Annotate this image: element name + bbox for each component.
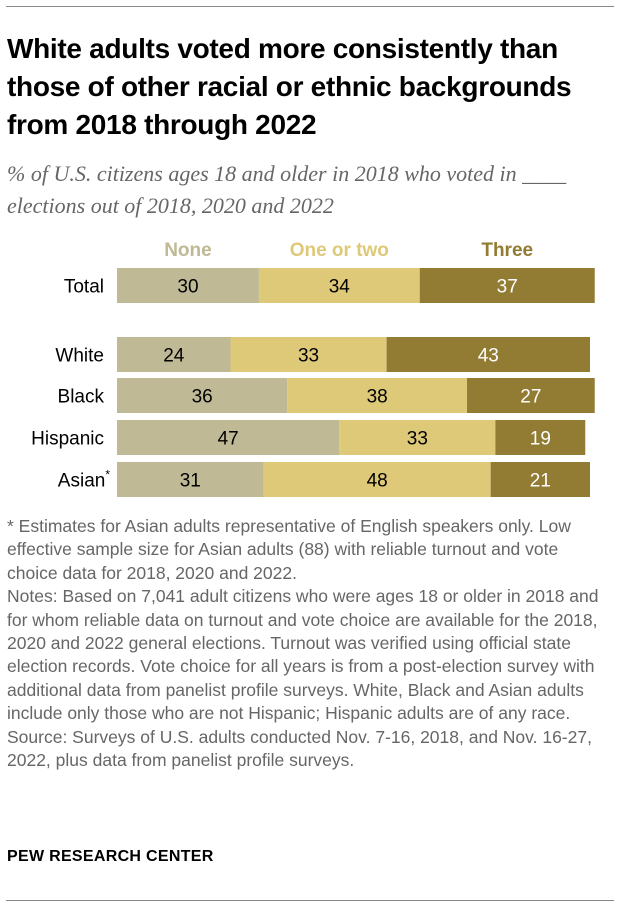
bar-segment	[419, 268, 595, 303]
bar-segment	[230, 337, 387, 372]
data-label: 48	[367, 471, 388, 492]
chart-title: White adults voted more consistently tha…	[7, 33, 572, 140]
bar-segment	[117, 337, 231, 372]
data-label: 47	[218, 429, 239, 450]
pew-logo-text: PEW RESEARCH CENTER	[7, 848, 214, 865]
data-label: 36	[192, 387, 213, 408]
legend-none: None	[164, 240, 212, 261]
data-label: 27	[520, 387, 541, 408]
bar-segment	[386, 337, 590, 372]
bar-segment	[263, 462, 491, 497]
chart-subtitle: % of U.S. citizens ages 18 and older in …	[7, 161, 567, 218]
bar-segment	[258, 268, 420, 303]
footnote-asian: * Estimates for Asian adults representat…	[7, 516, 571, 583]
category-label: White	[55, 346, 104, 367]
bar-segment	[117, 420, 340, 455]
bar-segment	[495, 420, 586, 455]
bar-segment	[117, 378, 288, 413]
data-label: 33	[407, 429, 428, 450]
bar-segment	[287, 378, 468, 413]
bar-segment	[467, 378, 595, 413]
top-rule	[6, 6, 614, 7]
stacked-bar-chart: None One or two Three Total 30 34 37 White 24 33 4…	[31, 240, 595, 497]
data-label: 38	[367, 387, 388, 408]
data-label: 43	[478, 346, 499, 367]
bar-segment	[490, 462, 590, 497]
category-label: Hispanic	[31, 429, 104, 450]
data-label: 24	[163, 346, 185, 367]
data-label: 19	[530, 429, 551, 450]
data-label: 30	[177, 277, 198, 298]
data-label: 21	[530, 471, 551, 492]
bar-segment	[339, 420, 496, 455]
data-label: 34	[329, 277, 351, 298]
bar-segment	[117, 268, 259, 303]
bottom-rule	[6, 900, 614, 901]
data-label: 31	[180, 471, 201, 492]
data-label: 33	[298, 346, 319, 367]
notes: * Estimates for Asian adults representat…	[7, 515, 607, 772]
category-label: Asian*	[58, 468, 111, 492]
category-label: Black	[58, 387, 105, 408]
category-label: Total	[64, 277, 104, 298]
methodology-note: Notes: Based on 7,041 adult citizens who…	[7, 586, 599, 724]
bar-segment	[117, 462, 264, 497]
data-label: 37	[497, 277, 518, 298]
legend-three: Three	[481, 240, 533, 261]
legend-one-or-two: One or two	[290, 240, 389, 261]
source-note: Source: Surveys of U.S. adults conducted…	[7, 726, 592, 771]
